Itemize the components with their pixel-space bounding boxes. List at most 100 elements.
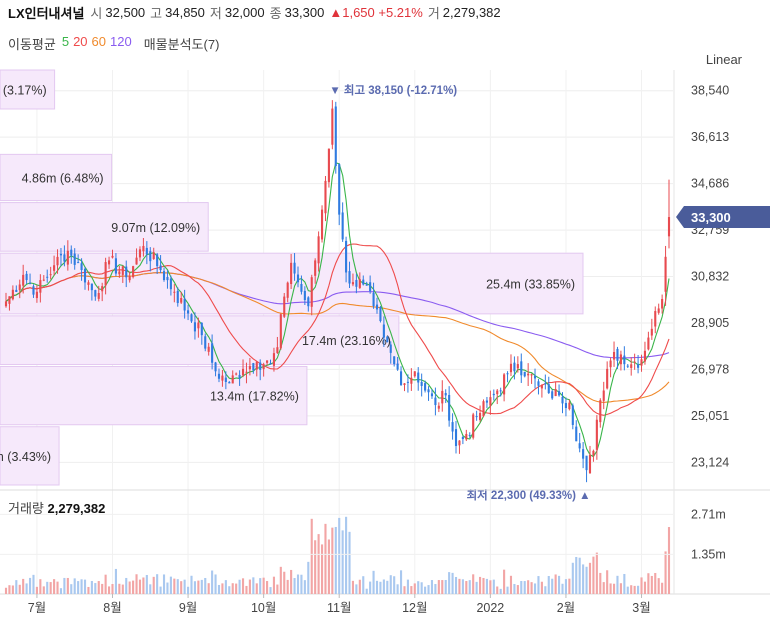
candle (499, 387, 502, 397)
ma60-legend[interactable]: 60 (91, 34, 107, 49)
volume-profile-legend[interactable]: 매물분석도(7) (143, 37, 220, 52)
candle (630, 357, 633, 376)
volume-bar (448, 572, 451, 594)
candle (647, 331, 650, 351)
candle-body (424, 383, 427, 391)
volume-bar (290, 569, 293, 594)
volume-bar (554, 574, 557, 594)
volume-panel-label: 거래량 2,279,382 (8, 498, 105, 517)
candle (39, 274, 42, 303)
volume-bar (327, 539, 330, 594)
candle (637, 355, 640, 374)
volume-bar (661, 582, 664, 594)
volume-bar (616, 575, 619, 594)
candle (540, 384, 543, 398)
candle-body (499, 390, 502, 392)
volume-bar (585, 566, 588, 594)
candle (200, 322, 203, 345)
candle-body (224, 377, 227, 382)
candle-body (664, 256, 667, 292)
candle-body (262, 364, 265, 370)
scale-mode-button[interactable]: Linear (705, 52, 742, 67)
candle (578, 432, 581, 453)
volume-bar (180, 581, 183, 594)
candle-body (619, 354, 622, 365)
candle (145, 241, 148, 265)
candle-body (454, 429, 458, 447)
volume-panel-title: 거래량 (8, 501, 44, 516)
candle (582, 441, 585, 469)
candle-body (73, 253, 76, 265)
candle (351, 273, 355, 287)
ma5-legend[interactable]: 5 (61, 34, 70, 49)
volume-bar (612, 583, 616, 594)
volume-bar (358, 579, 361, 594)
volume-bar (111, 584, 114, 594)
candle (46, 269, 49, 283)
candle (255, 360, 258, 377)
candle (537, 379, 540, 395)
candle (623, 346, 626, 371)
volume-bar (224, 580, 227, 594)
volume-bar (314, 540, 317, 594)
candle-body (39, 280, 42, 293)
volume-bar (427, 585, 430, 594)
volume-bar (276, 584, 279, 594)
candle (118, 265, 121, 278)
candle-body (66, 250, 69, 265)
candle (389, 341, 392, 364)
candle (217, 368, 221, 383)
y-axis-tick-label: 25,051 (691, 409, 729, 423)
candle-body (496, 390, 499, 395)
volume-bar (293, 578, 296, 594)
volume-bar (228, 586, 231, 594)
volume-bar (619, 583, 622, 594)
candle (121, 265, 124, 283)
candle-body (430, 393, 434, 397)
volume-bar (118, 583, 121, 594)
ma-legend-label[interactable]: 이동평균 (8, 37, 56, 52)
x-axis-tick-label: 9월 (179, 601, 197, 615)
indicator-legend[interactable]: 이동평균 5 20 60 120 매물분석도(7) (8, 34, 221, 53)
candle-body (142, 245, 145, 252)
candle-body (575, 426, 578, 442)
volume-bar (393, 576, 396, 594)
candle (317, 231, 320, 272)
candle (399, 366, 403, 386)
volume-bar (564, 579, 568, 594)
candle (369, 275, 372, 294)
candle (461, 435, 464, 445)
candle (314, 258, 317, 284)
x-axis-tick-label: 10월 (251, 601, 276, 615)
volume-bar (4, 587, 8, 594)
candle-body (252, 363, 255, 371)
candle (334, 101, 337, 174)
volume-bar (159, 586, 162, 594)
y-axis-tick-label: 30,832 (691, 270, 729, 284)
candle (18, 279, 21, 299)
volume-bar (410, 586, 413, 594)
volume-panel-value: 2,279,382 (47, 501, 106, 516)
candle (523, 371, 526, 378)
candle-body (46, 276, 49, 278)
candle (558, 384, 561, 397)
x-axis-tick-label: 8월 (103, 601, 121, 615)
volume-bar (345, 516, 348, 594)
candle-body (650, 328, 653, 336)
candle-body (369, 282, 372, 292)
candle-body (657, 308, 660, 313)
candle-body (609, 360, 612, 368)
ma20-legend[interactable]: 20 (73, 34, 88, 49)
y-axis-tick-label: 28,905 (691, 316, 729, 330)
volume-bar (135, 574, 138, 594)
candle (204, 333, 207, 352)
stock-name: LX인터내셔널 (8, 5, 85, 21)
candle (417, 367, 420, 391)
candle-body (121, 266, 124, 275)
candle-body (118, 271, 121, 275)
volume-bar (252, 577, 255, 594)
volume-bar (272, 576, 276, 594)
high-value: 34,850 (165, 4, 205, 20)
ma120-legend[interactable]: 120 (110, 34, 132, 49)
